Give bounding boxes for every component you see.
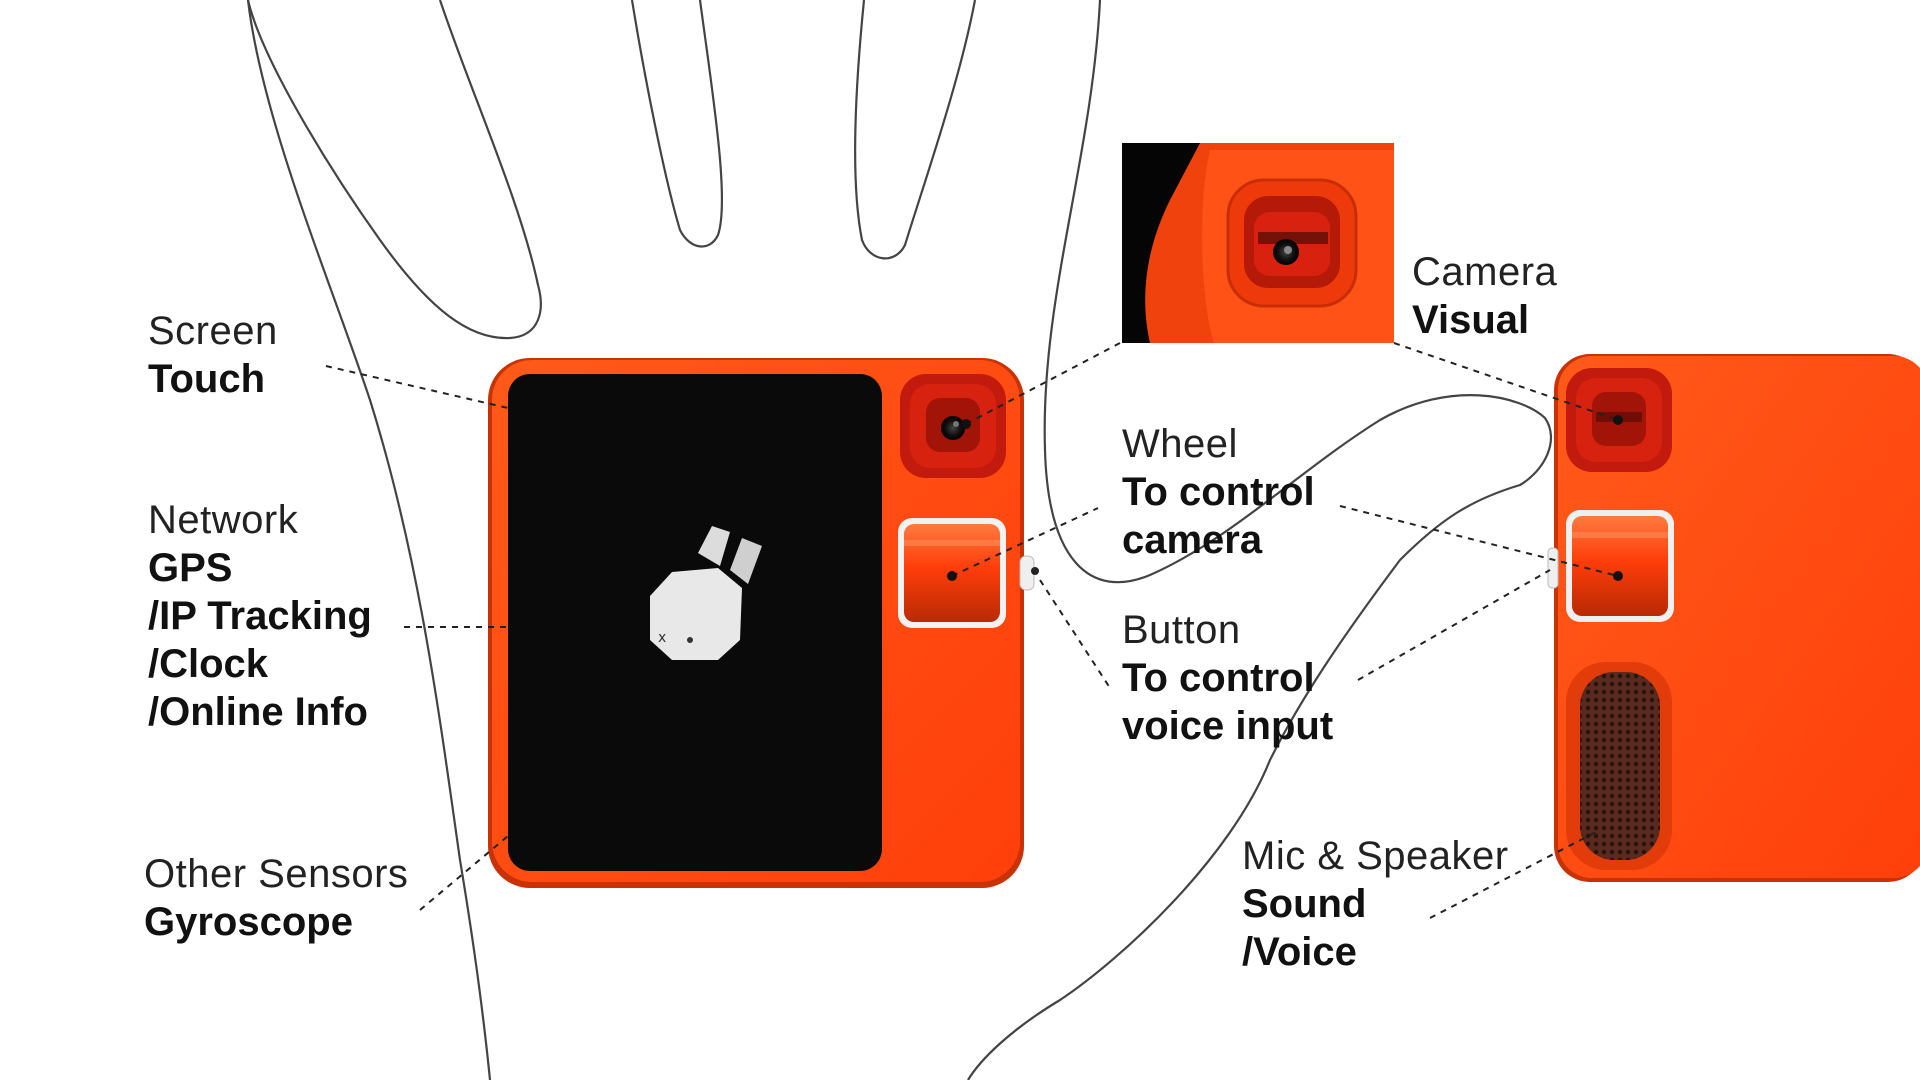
label-mic-speaker: Mic & Speaker Sound /Voice	[1242, 832, 1509, 976]
label-mic-title: Mic & Speaker	[1242, 834, 1509, 878]
label-other-title: Other Sensors	[144, 852, 409, 896]
svg-text:x: x	[658, 630, 666, 646]
camera-lens-icon	[941, 416, 965, 440]
label-other-sensors: Other Sensors Gyroscope	[144, 850, 408, 946]
device-front: x	[488, 358, 1039, 888]
label-button-item: To control	[1122, 656, 1315, 700]
label-button: Button To control voice input	[1122, 606, 1333, 750]
leader-button-side	[1357, 569, 1551, 681]
label-network-title: Network	[148, 498, 299, 542]
leader-mic	[1429, 829, 1601, 919]
leader-wheel-front	[951, 507, 1099, 577]
leader-other	[419, 835, 509, 911]
label-network-item: /Online Info	[148, 690, 368, 734]
label-network: Network GPS /IP Tracking /Clock /Online …	[148, 496, 372, 736]
label-wheel-item: camera	[1122, 518, 1263, 562]
label-screen: Screen Touch	[148, 307, 278, 403]
leader-dots	[947, 415, 1623, 581]
label-mic-item: Sound	[1242, 882, 1367, 926]
speaker-grille	[1566, 662, 1672, 870]
label-screen-title: Screen	[148, 309, 278, 353]
leader-button	[1039, 579, 1111, 689]
camera-module	[900, 374, 1006, 478]
label-mic-item: /Voice	[1242, 930, 1357, 974]
label-button-title: Button	[1122, 608, 1241, 652]
side-scroll-wheel	[1566, 510, 1674, 622]
label-wheel-title: Wheel	[1122, 422, 1238, 466]
label-button-item: voice input	[1122, 704, 1334, 748]
leader-lines	[325, 342, 1619, 919]
label-network-item: GPS	[148, 546, 233, 590]
camera-closeup-inset	[1122, 143, 1394, 343]
device-side	[1547, 354, 1920, 882]
label-wheel-item: To control	[1122, 470, 1315, 514]
leader-camera-side	[1393, 342, 1619, 421]
label-network-item: /Clock	[148, 642, 269, 686]
label-network-item: /IP Tracking	[148, 594, 372, 638]
label-screen-item: Touch	[148, 357, 266, 401]
label-wheel: Wheel To control camera	[1122, 420, 1315, 564]
leader-screen	[325, 365, 509, 409]
label-camera: Camera Visual	[1412, 248, 1557, 344]
leader-camera-front	[965, 342, 1121, 425]
rabbit-logo-icon: x	[650, 526, 762, 660]
label-other-item: Gyroscope	[144, 900, 353, 944]
label-camera-title: Camera	[1412, 250, 1558, 294]
hand-outline	[246, 0, 1553, 1080]
label-camera-item: Visual	[1412, 298, 1530, 342]
